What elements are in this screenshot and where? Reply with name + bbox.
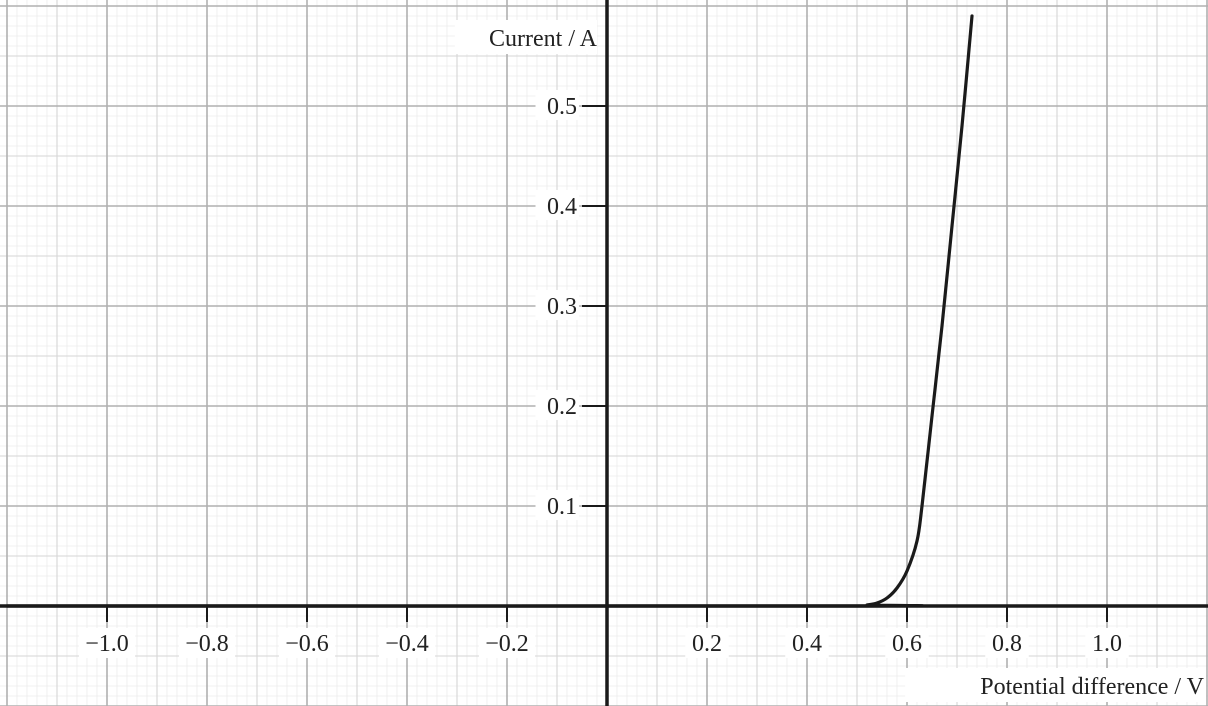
tick-labels: −1.0 −0.8 −0.6 −0.4 −0.2 0.2 0.4 0.6 0.8 1.0 0.1 0.… bbox=[79, 20, 1206, 702]
y-tick-label-bg bbox=[535, 290, 579, 320]
x-tick-label: −0.8 bbox=[185, 631, 229, 657]
x-tick-label-bg bbox=[985, 628, 1029, 658]
x-tick-label: −1.0 bbox=[85, 631, 129, 657]
x-tick-label-bg bbox=[379, 628, 435, 658]
y-tick-label-bg bbox=[535, 190, 579, 220]
y-tick-label-bg bbox=[535, 490, 579, 520]
x-tick-label-bg bbox=[479, 628, 535, 658]
x-tick-label-bg bbox=[179, 628, 235, 658]
x-tick-label: −0.4 bbox=[385, 631, 429, 657]
y-axis-title-bg bbox=[454, 20, 597, 54]
x-tick-label: 0.6 bbox=[892, 631, 922, 657]
x-tick-label: 1.0 bbox=[1092, 631, 1122, 657]
x-tick-label-bg bbox=[785, 628, 829, 658]
x-tick-label: 0.4 bbox=[792, 631, 822, 657]
x-tick-label: −0.2 bbox=[485, 631, 529, 657]
x-tick-label: 0.8 bbox=[992, 631, 1022, 657]
y-tick-label: 0.3 bbox=[547, 294, 577, 320]
x-tick-label-bg bbox=[885, 628, 929, 658]
x-axis-title: Potential difference / V bbox=[980, 674, 1204, 700]
x-tick-label-bg bbox=[79, 628, 135, 658]
y-tick-label: 0.1 bbox=[547, 494, 577, 520]
x-tick-label: 0.2 bbox=[692, 631, 722, 657]
x-tick-label-bg bbox=[279, 628, 335, 658]
y-tick-label: 0.4 bbox=[547, 194, 577, 220]
plot-area bbox=[5, 14, 974, 608]
x-tick-label-bg bbox=[685, 628, 729, 658]
y-axis-title: Current / A bbox=[489, 26, 598, 52]
y-tick-label: 0.5 bbox=[547, 94, 577, 120]
iv-curve-line bbox=[5, 14, 974, 608]
y-tick-label: 0.2 bbox=[547, 394, 577, 420]
y-tick-label-bg bbox=[535, 90, 579, 120]
x-axis-title-bg bbox=[905, 668, 1206, 702]
x-tick-label: −0.6 bbox=[285, 631, 329, 657]
x-tick-label-bg bbox=[1085, 628, 1129, 658]
y-tick-label-bg bbox=[535, 390, 579, 420]
